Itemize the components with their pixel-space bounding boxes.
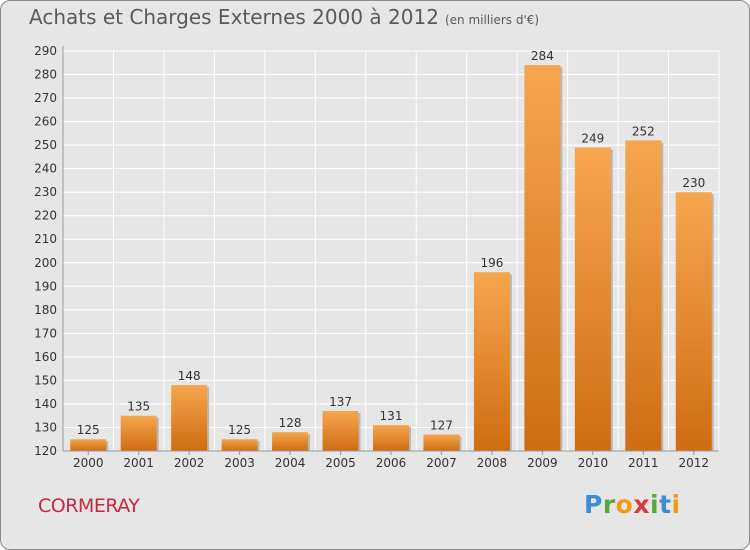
- grid-lines: [62, 46, 720, 452]
- proxiti-logo: Proxiti: [584, 490, 681, 519]
- data-label-2000: 125: [77, 423, 100, 437]
- data-labels: 125 135 148 125 128 137 131 127 196 284 249 252 230: [77, 49, 705, 437]
- x-tick-label-2011: 2011: [628, 456, 659, 470]
- bar-2008: [473, 272, 510, 451]
- plot-area: [63, 46, 719, 451]
- logo-letter: r: [602, 490, 616, 519]
- data-label-2007: 127: [430, 419, 453, 433]
- bar-2011: [625, 140, 662, 452]
- y-tick-label: 150: [34, 373, 57, 387]
- y-tick-label: 180: [34, 303, 57, 317]
- logo-letter: i: [650, 490, 660, 519]
- logo-letter: P: [584, 490, 603, 519]
- data-label-2001: 135: [127, 400, 150, 414]
- y-tick-label: 270: [34, 91, 57, 105]
- x-tick-label-2006: 2006: [376, 456, 407, 470]
- y-tick-label: 290: [34, 44, 57, 58]
- bar-2004: [272, 432, 309, 451]
- bar-2007: [423, 434, 460, 451]
- bar-2002: [171, 385, 208, 451]
- data-label-2005: 137: [329, 395, 352, 409]
- y-tick-label: 250: [34, 138, 57, 152]
- location-name: CORMERAY: [38, 495, 140, 517]
- y-tick-label: 240: [34, 162, 57, 176]
- x-tick-label-2007: 2007: [426, 456, 457, 470]
- chart-title: Achats et Charges Externes 2000 à 2012 (e…: [29, 5, 539, 29]
- x-tick-label-2001: 2001: [123, 456, 154, 470]
- axes: 120 130 140 150 160 170 180 190 200 210 220 230 240 2…: [34, 44, 719, 470]
- title-text: Achats et Charges Externes 2000 à 2012: [29, 5, 439, 29]
- y-tick-label: 140: [34, 397, 57, 411]
- bar-2012: [675, 192, 712, 452]
- logo-letter: x: [633, 490, 650, 519]
- x-tick-label-2003: 2003: [224, 456, 255, 470]
- y-tick-label: 200: [34, 256, 57, 270]
- bar-2005: [322, 411, 359, 451]
- data-label-2003: 125: [228, 423, 251, 437]
- bar-2001: [120, 415, 157, 451]
- logo-letter: o: [615, 490, 634, 519]
- data-label-2004: 128: [279, 416, 302, 430]
- logo-letter: t: [659, 490, 672, 519]
- bar-2009: [524, 65, 561, 451]
- x-tick-label-2004: 2004: [275, 456, 306, 470]
- x-tick-label-2008: 2008: [477, 456, 508, 470]
- y-tick-label: 120: [34, 444, 57, 458]
- y-tick-label: 190: [34, 279, 57, 293]
- y-tick-label: 280: [34, 68, 57, 82]
- y-tick-label: 230: [34, 185, 57, 199]
- bar-2000: [70, 439, 107, 451]
- data-label-2010: 249: [581, 131, 604, 145]
- y-tick-label: 160: [34, 350, 57, 364]
- y-tick-label: 260: [34, 115, 57, 129]
- x-tick-label-2009: 2009: [527, 456, 558, 470]
- x-tick-label-2000: 2000: [73, 456, 104, 470]
- data-label-2002: 148: [178, 369, 201, 383]
- y-tick-label: 220: [34, 209, 57, 223]
- bar-2010: [574, 147, 611, 451]
- bars: [70, 65, 714, 452]
- data-label-2009: 284: [531, 49, 554, 63]
- x-tick-label-2005: 2005: [325, 456, 356, 470]
- x-tick-label-2012: 2012: [678, 456, 709, 470]
- bar-2006: [373, 425, 409, 451]
- bar-2003: [221, 439, 258, 451]
- x-tick-label-2002: 2002: [174, 456, 205, 470]
- y-tick-label: 130: [34, 420, 57, 434]
- data-label-2011: 252: [632, 124, 655, 138]
- logo-letter: i: [671, 490, 681, 519]
- data-label-2012: 230: [682, 176, 705, 190]
- x-tick-label-2010: 2010: [578, 456, 609, 470]
- data-label-2008: 196: [480, 256, 503, 270]
- y-tick-label: 210: [34, 232, 57, 246]
- y-tick-label: 170: [34, 326, 57, 340]
- data-label-2006: 131: [380, 409, 403, 423]
- subtitle-text: (en milliers d'€): [444, 13, 540, 27]
